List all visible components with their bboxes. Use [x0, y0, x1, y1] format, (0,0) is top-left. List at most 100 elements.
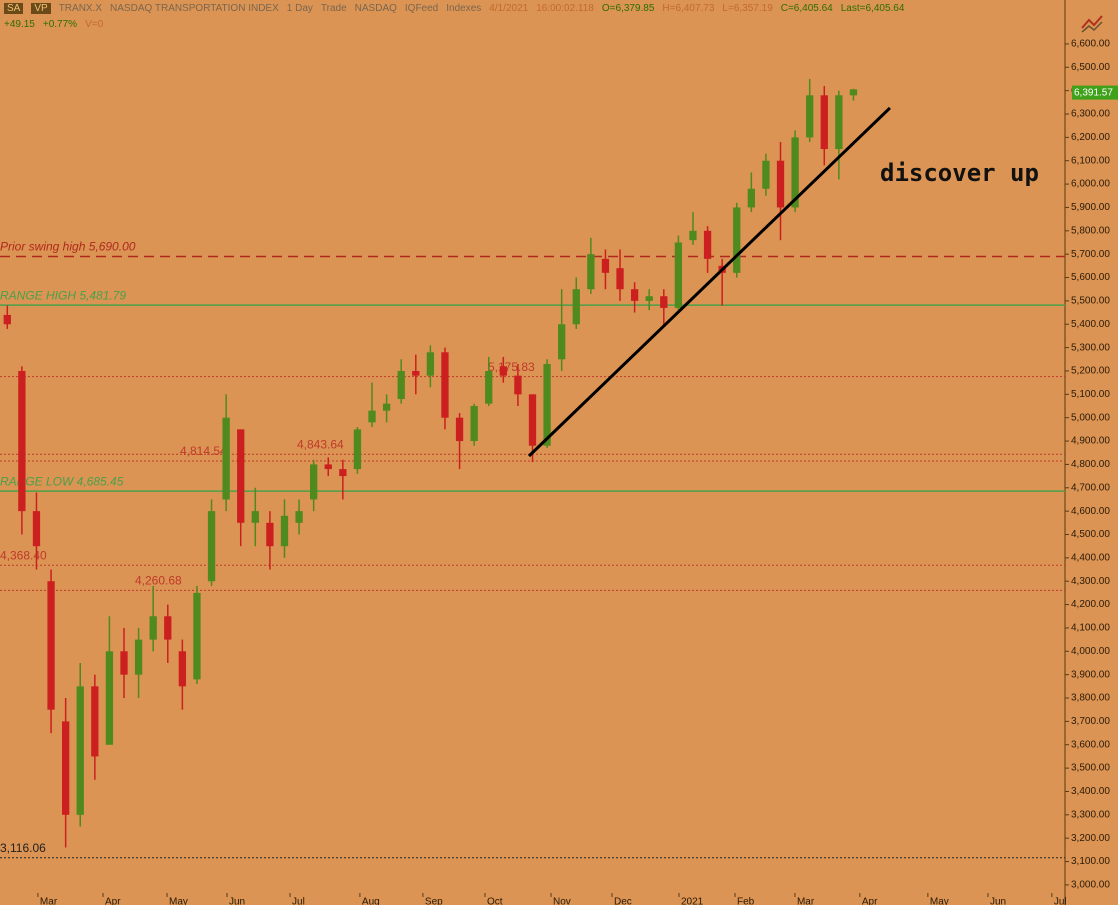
y-tick-label: 6,000.00: [1071, 179, 1110, 190]
y-tick-label: 3,100.00: [1071, 856, 1110, 867]
subheader: +49.15 +0.77% V=0: [4, 19, 103, 30]
candle-body: [820, 95, 828, 150]
candle-body: [47, 581, 55, 710]
candle-body: [499, 366, 507, 376]
candle-body: [149, 616, 157, 640]
candle-body: [587, 254, 595, 290]
header-item: +0.77%: [42, 19, 78, 30]
header-item: V=0: [85, 19, 104, 30]
y-tick-label: 5,800.00: [1071, 225, 1110, 236]
y-tick-label: 6,500.00: [1071, 62, 1110, 73]
y-tick-label: 5,200.00: [1071, 366, 1110, 377]
header-item: +49.15: [4, 19, 35, 30]
y-tick-label: 5,400.00: [1071, 319, 1110, 330]
candle-body: [835, 95, 843, 150]
header-item: SA: [4, 3, 24, 14]
y-tick-label: 4,100.00: [1071, 623, 1110, 634]
y-tick-label: 3,200.00: [1071, 833, 1110, 844]
y-tick-label: 5,700.00: [1071, 249, 1110, 260]
level-label: 5,175.83: [488, 360, 535, 374]
header-item: TRANX.X: [58, 3, 103, 14]
y-tick-label: 3,400.00: [1071, 786, 1110, 797]
candle-body: [32, 511, 41, 547]
header-item: 16:00:02.118: [536, 3, 594, 14]
candle-body: [368, 410, 376, 423]
y-tick-label: 5,600.00: [1071, 272, 1110, 283]
candle-body: [120, 651, 128, 675]
candle-body: [164, 616, 172, 640]
y-tick-label: 6,300.00: [1071, 109, 1110, 120]
candle-body: [62, 721, 70, 815]
candle-body: [251, 511, 259, 523]
x-tick-label: Jun: [990, 897, 1006, 905]
candle-body: [601, 258, 610, 273]
x-tick-label: Jul: [1054, 897, 1067, 905]
header-item: H=6,407.73: [662, 3, 715, 14]
y-tick-label: 3,900.00: [1071, 669, 1110, 680]
x-tick-label: Apr: [862, 897, 878, 905]
x-tick-label: Mar: [40, 897, 58, 905]
level-label: RANGE LOW 4,685.45: [0, 474, 124, 488]
toolbar-icon: [1081, 15, 1103, 33]
y-tick-label: 3,500.00: [1071, 763, 1110, 774]
x-tick-label: Dec: [614, 897, 632, 905]
header-item: 1 Day: [286, 3, 313, 14]
candle-body: [237, 429, 245, 523]
y-tick-label: 4,800.00: [1071, 459, 1110, 470]
candle-body: [324, 464, 332, 470]
annotation: discover up: [880, 159, 1039, 187]
level-label: 3,116.06: [0, 841, 46, 855]
header: SA VP TRANX.X NASDAQ TRANSPORTATION INDEX 1 …: [4, 3, 904, 14]
level-label: 4,260.68: [135, 574, 182, 588]
candle-body: [91, 686, 99, 757]
y-tick-label: 5,500.00: [1071, 296, 1110, 307]
candle-body: [426, 352, 435, 376]
y-tick-label: 6,100.00: [1071, 155, 1110, 166]
y-tick-label: 6,600.00: [1071, 39, 1110, 50]
y-tick-label: 6,200.00: [1071, 132, 1110, 143]
y-tick-label: 4,600.00: [1071, 506, 1110, 517]
y-tick-label: 5,300.00: [1071, 342, 1110, 353]
header-item: NASDAQ: [354, 3, 397, 14]
candle-body: [660, 296, 668, 308]
candle-body: [674, 242, 683, 308]
x-tick-label: 2021: [681, 897, 704, 905]
header-item: Last=6,405.64: [840, 3, 905, 14]
candle-body: [572, 289, 580, 325]
x-tick-label: May: [930, 897, 949, 905]
candle-body: [543, 363, 551, 446]
candle-body: [470, 406, 478, 442]
candle-body: [689, 230, 697, 241]
y-tick-label: 4,300.00: [1071, 576, 1110, 587]
x-tick-label: Feb: [737, 897, 755, 905]
candle-body: [222, 417, 230, 500]
candle-body: [630, 289, 639, 301]
y-tick-label: 3,800.00: [1071, 693, 1110, 704]
y-tick-label: 3,700.00: [1071, 716, 1110, 727]
candle-body: [105, 651, 114, 745]
candle-body: [266, 522, 274, 547]
x-tick-label: Mar: [797, 897, 815, 905]
candle-body: [485, 370, 493, 404]
candle-body: [703, 230, 712, 259]
level-label: RANGE HIGH 5,481.79: [0, 288, 126, 302]
candle-body: [397, 370, 405, 400]
y-tick-label: 5,900.00: [1071, 202, 1110, 213]
last-price-tag: [1072, 85, 1118, 100]
y-tick-label: 3,000.00: [1071, 880, 1110, 891]
x-tick-label: Jul: [292, 897, 305, 905]
header-item: 4/1/2021: [489, 3, 529, 14]
candle-body: [18, 370, 26, 512]
candle-body: [849, 89, 858, 96]
candle-body: [776, 160, 785, 208]
header-item: VP: [31, 3, 51, 14]
x-tick-label: Jun: [229, 897, 245, 905]
header-item: IQFeed: [404, 3, 439, 14]
candle-body: [806, 95, 814, 138]
candle-body: [733, 207, 741, 273]
candle-body: [280, 515, 289, 547]
candle-body: [412, 370, 420, 376]
level-label: 4,843.64: [297, 437, 344, 451]
